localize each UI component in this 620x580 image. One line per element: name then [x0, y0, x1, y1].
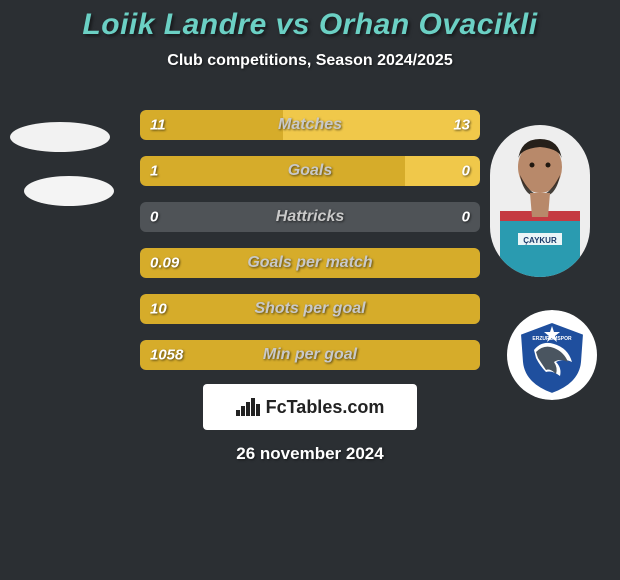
stat-label: Shots per goal — [254, 300, 365, 318]
stat-value-left: 0 — [150, 209, 158, 226]
comparison-card: Loiik Landre vs Orhan Ovacikli Club comp… — [0, 0, 620, 580]
stat-label: Goals per match — [247, 254, 372, 272]
player-left-avatar-placeholder-1 — [10, 122, 110, 152]
stat-value-right: 13 — [453, 117, 470, 134]
stat-row-goals: 1 Goals 0 — [140, 156, 480, 186]
logo-text: FcTables.com — [266, 397, 385, 418]
date-text: 26 november 2024 — [0, 444, 620, 464]
stat-row-hattricks: 0 Hattricks 0 — [140, 202, 480, 232]
stat-row-matches: 11 Matches 13 — [140, 110, 480, 140]
stat-row-goals-per-match: 0.09 Goals per match — [140, 248, 480, 278]
stat-label: Min per goal — [263, 346, 357, 364]
stat-label: Goals — [288, 162, 332, 180]
bar-chart-icon — [236, 398, 260, 416]
stat-value-left: 0.09 — [150, 255, 179, 272]
stat-value-right: 0 — [462, 209, 470, 226]
stat-value-left: 10 — [150, 301, 167, 318]
svg-text:ERZURUMSPOR: ERZURUMSPOR — [532, 336, 572, 342]
stat-value-left: 1058 — [150, 347, 183, 364]
fctables-logo: FcTables.com — [203, 384, 417, 430]
stat-label: Hattricks — [276, 208, 344, 226]
stat-bar-left — [140, 156, 405, 186]
stat-label: Matches — [278, 116, 342, 134]
stat-value-left: 11 — [150, 117, 166, 134]
stat-row-min-per-goal: 1058 Min per goal — [140, 340, 480, 370]
stat-row-shots-per-goal: 10 Shots per goal — [140, 294, 480, 324]
player-left-avatar-placeholder-2 — [24, 176, 114, 206]
player-right-avatar: ÇAYKUR — [490, 125, 590, 277]
svg-text:ÇAYKUR: ÇAYKUR — [523, 236, 557, 245]
stat-value-right: 0 — [462, 163, 470, 180]
subtitle: Club competitions, Season 2024/2025 — [0, 52, 620, 70]
stat-value-left: 1 — [150, 163, 158, 180]
page-title: Loiik Landre vs Orhan Ovacikli — [0, 8, 620, 42]
player-right-club-badge: ERZURUMSPOR — [502, 310, 602, 400]
